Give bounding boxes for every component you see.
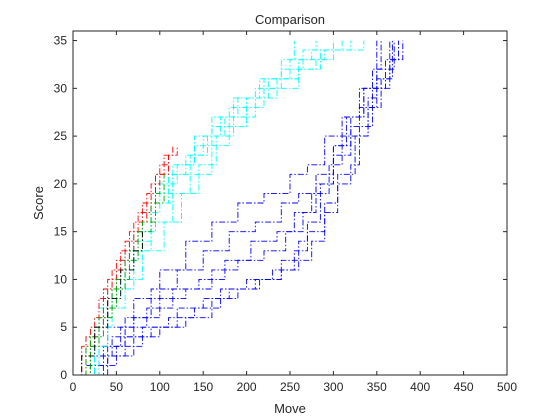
y-tick-label-0: 0 — [60, 368, 67, 382]
x-tick-label-5: 250 — [280, 380, 300, 394]
y-tick-label-3: 15 — [54, 225, 68, 239]
series-line-5 — [73, 40, 378, 376]
y-tick-label-5: 25 — [54, 129, 68, 143]
tick-layer: 0 50 100 150 200 250 300 350 400 450 500 0 5 10 15 20 25… — [54, 31, 517, 394]
chart-title: Comparison — [255, 12, 325, 27]
x-axis-label: Move — [274, 401, 306, 416]
series-line-18 — [73, 231, 143, 376]
x-tick-label-0: 0 — [70, 380, 77, 394]
y-tick-label-2: 10 — [54, 272, 68, 286]
y-tick-label-7: 35 — [54, 34, 68, 48]
x-tick-label-8: 400 — [410, 380, 430, 394]
x-tick-label-4: 200 — [237, 380, 257, 394]
series-layer — [73, 40, 404, 376]
y-tick-label-1: 5 — [60, 320, 67, 334]
series-line-12 — [73, 40, 365, 376]
y-tick-label-6: 30 — [54, 81, 68, 95]
x-tick-label-2: 100 — [150, 380, 170, 394]
x-tick-label-7: 350 — [367, 380, 387, 394]
x-tick-label-10: 500 — [497, 380, 517, 394]
x-tick-label-6: 300 — [323, 380, 343, 394]
plot-area — [73, 31, 507, 375]
series-line-3 — [73, 40, 399, 376]
series-line-2 — [73, 40, 404, 376]
y-axis-label: Score — [31, 186, 46, 220]
x-tick-label-1: 50 — [110, 380, 124, 394]
x-tick-label-3: 150 — [193, 380, 213, 394]
series-line-6 — [73, 40, 393, 376]
series-line-10 — [73, 40, 343, 376]
x-tick-label-9: 450 — [454, 380, 474, 394]
y-tick-label-4: 20 — [54, 177, 68, 191]
